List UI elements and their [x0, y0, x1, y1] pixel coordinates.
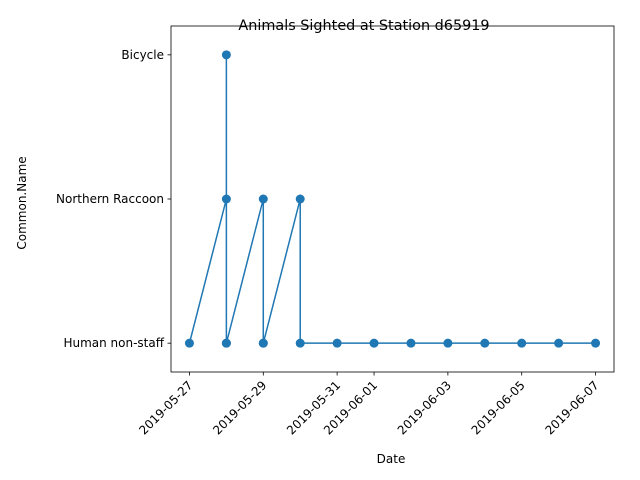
data-point [443, 338, 453, 348]
data-point [221, 194, 231, 204]
y-tick-label: Human non-staff [63, 336, 164, 350]
data-point [221, 50, 231, 60]
y-tick-label: Bicycle [121, 48, 164, 62]
data-point [480, 338, 490, 348]
y-axis: Human non-staff Northern Raccoon Bicycle [56, 48, 171, 350]
data-point [554, 338, 564, 348]
data-point [184, 338, 194, 348]
data-point [295, 194, 305, 204]
data-point [332, 338, 342, 348]
data-point [258, 338, 268, 348]
data-point [295, 338, 305, 348]
data-point [369, 338, 379, 348]
y-tick-label: Northern Raccoon [56, 192, 164, 206]
plot-area [170, 25, 615, 373]
data-point [258, 194, 268, 204]
data-point [591, 338, 601, 348]
data-point [406, 338, 416, 348]
data-point [221, 338, 231, 348]
x-axis-title: Date [377, 452, 406, 466]
y-axis-title: Common.Name [15, 156, 29, 249]
data-point [517, 338, 527, 348]
